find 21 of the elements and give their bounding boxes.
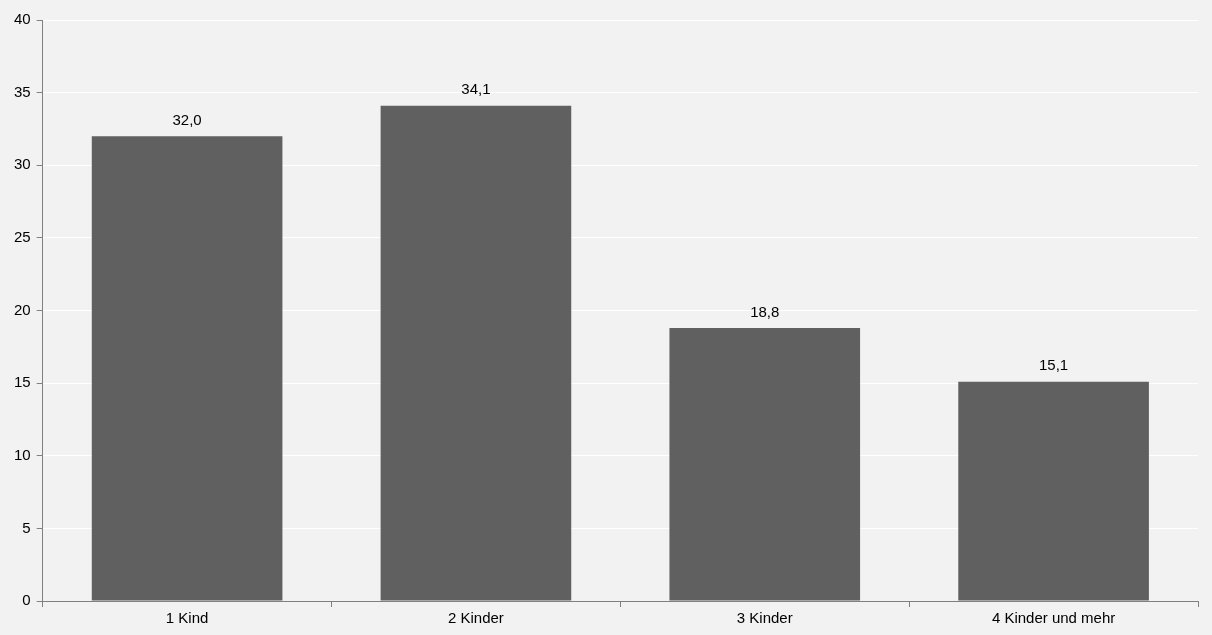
data-label: 18,8 — [750, 302, 780, 320]
data-label: 34,1 — [461, 80, 491, 98]
y-tick-label: 30 — [14, 155, 31, 173]
data-label: 32,0 — [172, 110, 202, 128]
data-label: 15,1 — [1038, 356, 1069, 374]
bar — [669, 327, 861, 601]
y-tick-label: 5 — [22, 518, 31, 536]
x-tick-label: 2 Kinder — [447, 609, 504, 627]
y-tick-label: 15 — [14, 373, 31, 391]
x-tick-label: 1 Kind — [165, 609, 209, 627]
bar — [380, 105, 572, 601]
x-tick-label: 4 Kinder und mehr — [991, 609, 1116, 627]
bar — [91, 136, 283, 601]
y-tick-label: 0 — [22, 591, 31, 609]
y-tick-label: 25 — [14, 228, 31, 246]
y-tick-label: 10 — [14, 445, 31, 463]
y-tick-label: 40 — [14, 10, 31, 28]
y-tick-label: 35 — [14, 82, 31, 100]
x-tick-label: 3 Kinder — [736, 609, 793, 627]
y-tick-label: 20 — [14, 300, 31, 318]
bar — [958, 381, 1149, 601]
